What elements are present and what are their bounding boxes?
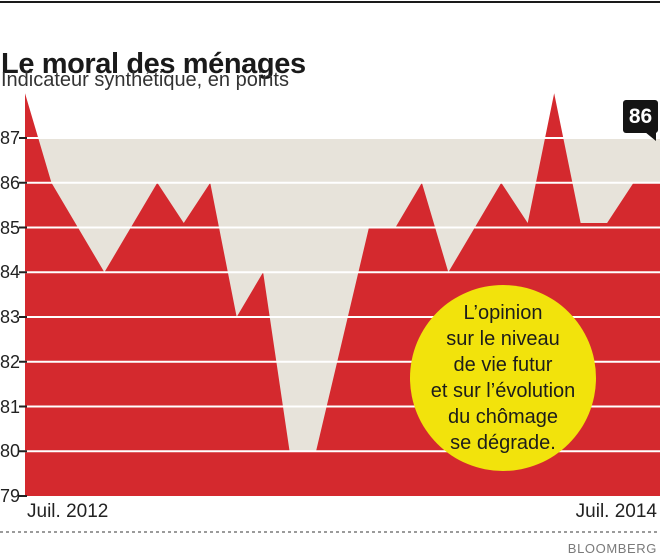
annotation-line: se dégrade. [450,432,556,454]
top-divider [0,1,660,3]
y-tick-label: 86 [0,172,21,193]
y-tick-label: 82 [0,351,21,372]
y-tick-label: 81 [0,396,21,417]
x-axis-label-end: Juil. 2014 [575,501,657,522]
annotation-circle: L’opinion sur le niveau de vie futur et … [410,285,596,471]
last-value-badge: 86 [623,100,658,141]
x-axis-label-start: Juil. 2012 [27,501,109,522]
annotation-line: de vie futur [453,354,553,376]
source-credit: BLOOMBERG [567,541,657,556]
annotation-line: L’opinion [463,302,543,324]
annotation-line: sur le niveau [446,328,560,350]
y-tick-label: 87 [0,128,21,148]
badge-pointer-icon [645,132,656,141]
y-tick-label: 85 [0,217,21,238]
y-tick-label: 83 [0,307,21,327]
last-value-badge-text: 86 [628,104,653,128]
bottom-dashed-divider [0,531,660,533]
page-subtitle: Indicateur synthétique, en points [1,69,289,91]
y-tick-label: 80 [0,441,21,462]
page-title: Le moral des ménages [1,48,306,81]
y-tick-label: 84 [0,262,21,283]
annotation-line: du chômage [447,406,559,428]
y-tick-label: 79 [0,486,21,506]
annotation-line: et sur l’évolution [430,380,576,402]
